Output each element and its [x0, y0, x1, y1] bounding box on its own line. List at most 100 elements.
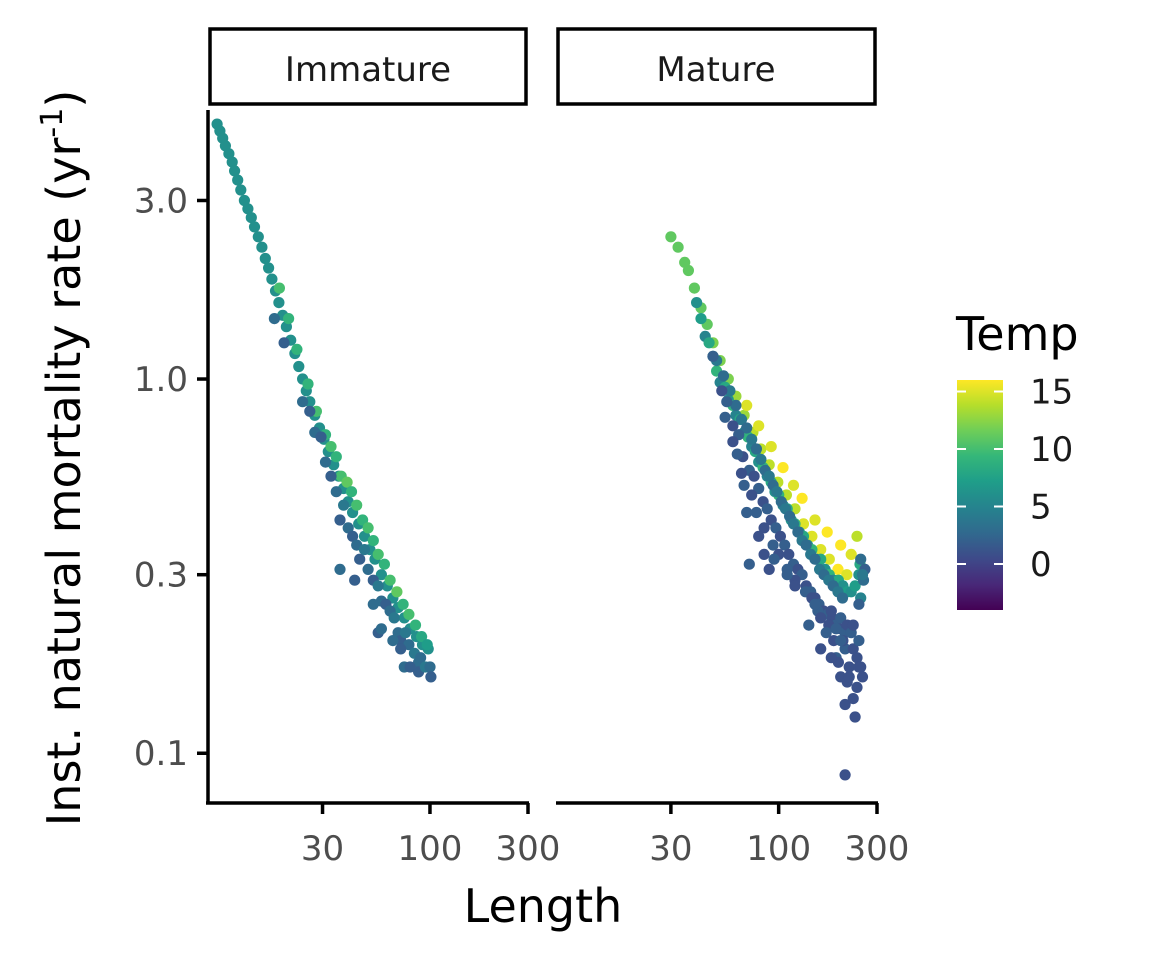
- data-point: [717, 370, 730, 382]
- points-mature: [665, 231, 871, 781]
- data-point: [743, 558, 755, 570]
- data-point: [738, 479, 750, 491]
- data-point: [302, 378, 314, 390]
- data-point: [781, 569, 793, 581]
- data-point: [232, 174, 244, 186]
- data-point: [345, 486, 358, 498]
- data-point: [721, 396, 733, 408]
- data-point: [809, 598, 821, 610]
- data-point: [242, 203, 254, 215]
- data-point: [672, 241, 684, 253]
- data-point: [724, 385, 736, 397]
- data-point: [779, 539, 791, 551]
- x-tick-label: 300: [845, 829, 910, 869]
- data-point: [789, 580, 801, 592]
- data-point: [735, 413, 748, 425]
- data-point: [409, 619, 422, 631]
- y-axis-title-main: Inst. natural mortality rate (yr: [37, 138, 91, 827]
- data-point: [362, 522, 374, 534]
- facet-strip-immature: Immature: [208, 27, 528, 106]
- x-tick-label: 30: [649, 829, 692, 869]
- data-point: [695, 313, 707, 325]
- data-point: [731, 448, 743, 460]
- facet-label-mature: Mature: [656, 50, 775, 90]
- data-point: [774, 530, 787, 542]
- data-point: [707, 350, 719, 362]
- data-point: [851, 530, 863, 542]
- data-point: [847, 693, 859, 705]
- y-axis-title: Inst. natural mortality rate (yr-1): [35, 90, 91, 827]
- data-point: [832, 563, 844, 576]
- data-point: [391, 586, 403, 598]
- data-point: [835, 612, 847, 624]
- data-point: [855, 661, 867, 673]
- data-point: [820, 627, 832, 639]
- data-point: [342, 522, 354, 534]
- data-point: [830, 623, 842, 635]
- data-point: [755, 453, 767, 465]
- data-point: [259, 252, 271, 265]
- data-point: [235, 184, 247, 196]
- data-point: [372, 580, 384, 592]
- colorbar-tick-label: 10: [1030, 430, 1073, 470]
- x-axis-ticks-mature: 30 100 300: [649, 803, 909, 869]
- data-point: [319, 456, 332, 468]
- data-point: [741, 422, 753, 434]
- data-point: [841, 569, 853, 581]
- data-point: [245, 212, 257, 224]
- data-point: [338, 499, 350, 511]
- data-point: [730, 399, 742, 411]
- data-point: [763, 470, 775, 482]
- data-point: [716, 385, 728, 397]
- data-point: [809, 514, 821, 526]
- data-point: [796, 492, 808, 504]
- data-point: [387, 635, 399, 647]
- data-point: [425, 671, 437, 683]
- data-point: [806, 530, 818, 542]
- colorbar-tick-label: 0: [1030, 545, 1052, 585]
- data-point: [256, 241, 268, 253]
- data-point: [367, 598, 379, 610]
- data-point: [375, 569, 387, 581]
- data-point: [851, 652, 863, 664]
- data-point: [229, 165, 241, 177]
- data-point: [358, 530, 371, 542]
- data-point: [777, 462, 789, 474]
- data-point: [821, 526, 833, 538]
- data-point: [839, 769, 851, 781]
- data-point: [845, 548, 857, 561]
- data-point: [421, 639, 433, 651]
- data-point: [297, 396, 309, 408]
- colorbar-ticks: 15 10 5 0: [957, 373, 1073, 585]
- data-point: [849, 711, 861, 723]
- data-point: [399, 627, 412, 639]
- data-point: [291, 343, 303, 355]
- x-tick-label: 300: [496, 829, 561, 869]
- data-point: [278, 337, 290, 349]
- data-point: [378, 558, 390, 570]
- data-point: [375, 623, 387, 635]
- data-point: [825, 652, 837, 664]
- data-point: [341, 476, 353, 488]
- data-point: [823, 553, 835, 565]
- data-point: [758, 548, 770, 561]
- data-point: [665, 231, 677, 243]
- data-point: [809, 553, 821, 565]
- data-point: [770, 522, 782, 534]
- data-point: [263, 262, 275, 274]
- data-point: [273, 297, 285, 309]
- data-point: [304, 405, 316, 417]
- data-point: [750, 506, 763, 519]
- colorbar-tick-label: 5: [1030, 488, 1052, 528]
- y-axis-title-superscript: -1: [35, 108, 70, 138]
- points-immature: [211, 118, 437, 683]
- x-axis-title: Length: [464, 879, 623, 933]
- y-tick-label: 1.0: [134, 360, 188, 400]
- data-point: [424, 661, 436, 673]
- data-point: [248, 221, 261, 233]
- data-point: [283, 313, 295, 325]
- data-point: [851, 681, 863, 694]
- data-point: [856, 569, 869, 581]
- y-tick-label: 3.0: [134, 181, 188, 221]
- y-axis-ticks: 0.1 0.3 1.0 3.0: [134, 181, 208, 774]
